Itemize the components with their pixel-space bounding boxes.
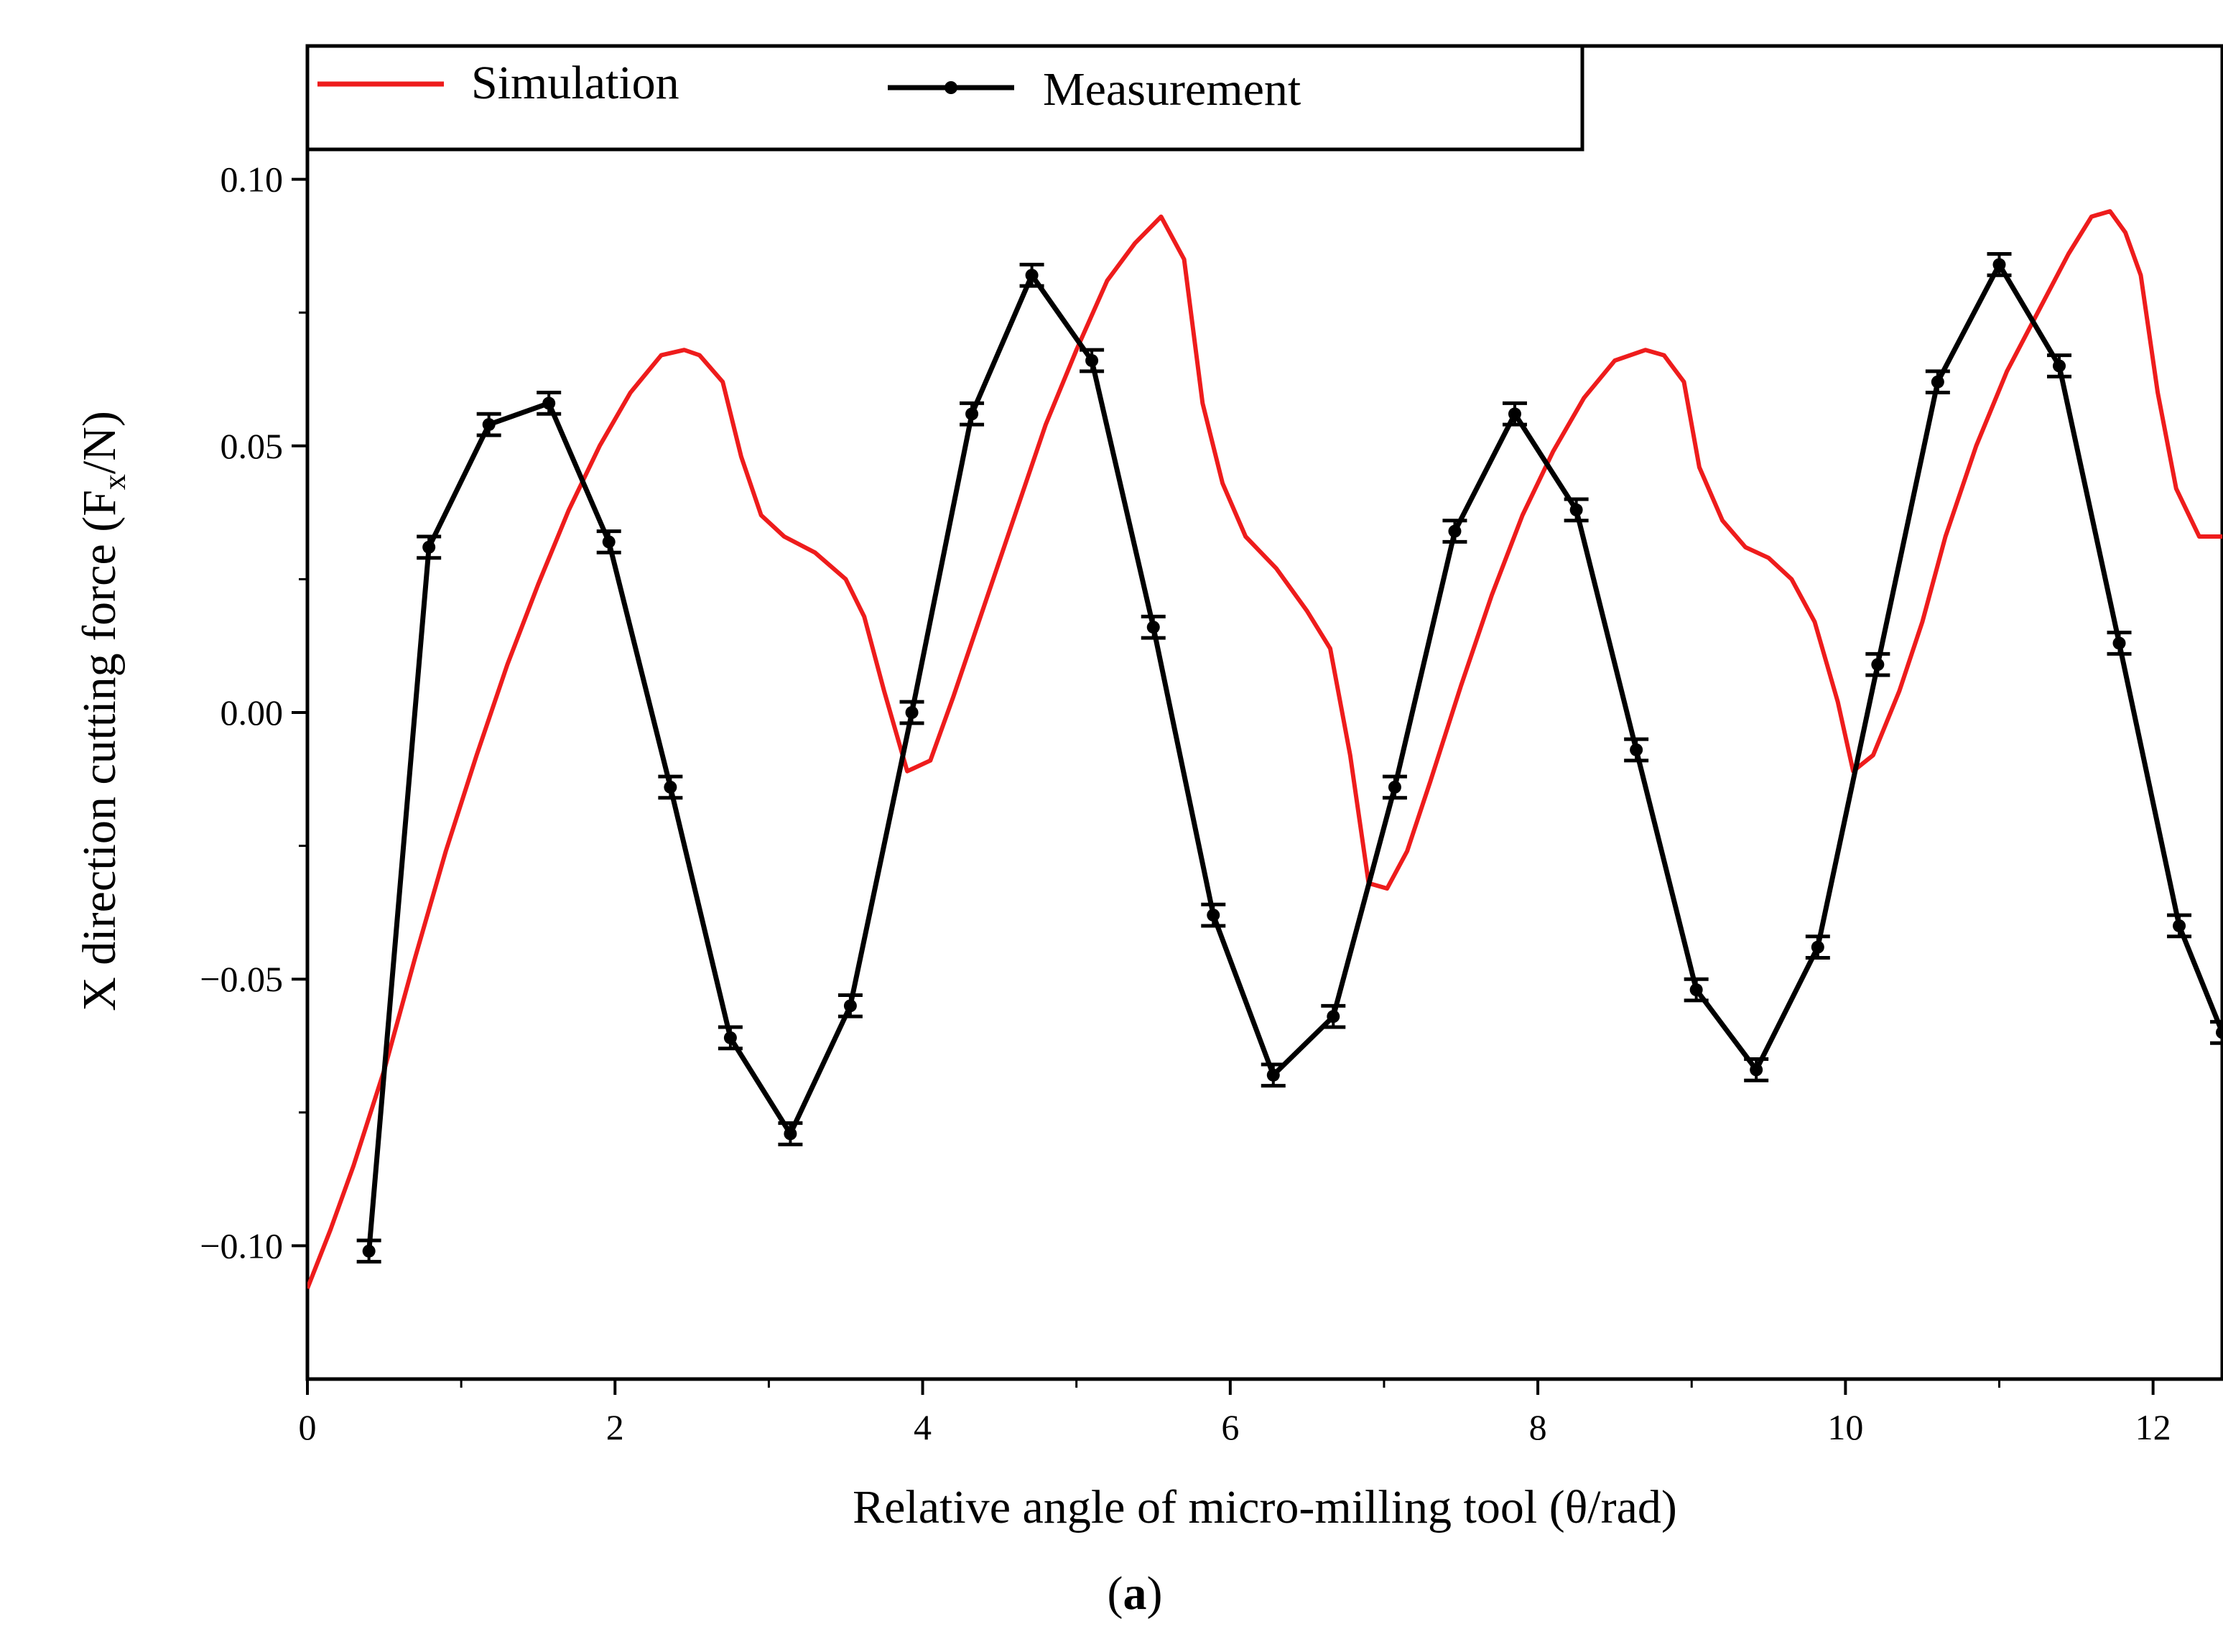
- y-axis-title: X direction cutting force (Fx/N): [73, 411, 132, 1011]
- measurement-point-19: [1502, 401, 1527, 427]
- measurement-marker: [1630, 743, 1643, 756]
- x-tick-label-3: 6: [1221, 1407, 1239, 1447]
- y-tick-label-1: −0.05: [200, 959, 283, 999]
- measurement-point-23: [1744, 1057, 1769, 1082]
- measurement-point-4: [596, 529, 621, 554]
- x-tick-label-4: 8: [1529, 1407, 1547, 1447]
- measurement-point-20: [1564, 497, 1589, 523]
- measurement-marker: [1931, 375, 1944, 389]
- measurement-marker: [362, 1244, 376, 1258]
- y-axis-title-prefix: X direction cutting force (F: [73, 490, 126, 1011]
- figure-caption: (a): [1108, 1567, 1163, 1620]
- y-tick-label-3: 0.05: [221, 426, 284, 466]
- measurement-point-14: [1201, 902, 1226, 928]
- x-axis: 0 2 4 6 8 10 12: [299, 1379, 2171, 1447]
- measurement-point-21: [1624, 737, 1649, 763]
- measurement-point-12: [1080, 348, 1105, 373]
- measurement-marker: [1689, 983, 1703, 997]
- caption-close: ): [1147, 1567, 1163, 1620]
- measurement-point-28: [2047, 353, 2072, 379]
- measurement-marker: [542, 396, 556, 410]
- measurement-marker: [1327, 1010, 1340, 1024]
- measurement-point-13: [1141, 614, 1166, 640]
- caption-open: (: [1108, 1567, 1123, 1620]
- plot-area: [305, 44, 2223, 1381]
- measurement-marker: [482, 418, 496, 432]
- measurement-marker: [1388, 780, 1401, 794]
- measurement-point-6: [718, 1025, 743, 1051]
- x-tick-label-0: 0: [299, 1407, 317, 1447]
- measurement-marker: [2216, 1026, 2222, 1039]
- measurement-point-18: [1442, 519, 1467, 544]
- y-tick-label-2: 0.00: [221, 692, 284, 733]
- measurement-point-26: [1925, 369, 1950, 395]
- series-layer: [307, 209, 2222, 1289]
- measurement-marker: [1508, 407, 1521, 421]
- measurement-marker: [2173, 919, 2186, 932]
- measurement-point-15: [1261, 1062, 1286, 1088]
- measurement-marker: [1569, 503, 1583, 516]
- measurement-point-25: [1865, 651, 1890, 677]
- y-tick-label-4: 0.10: [221, 159, 284, 200]
- measurement-marker: [602, 535, 616, 549]
- measurement-point-27: [1987, 252, 2012, 277]
- measurement-marker: [2053, 359, 2066, 373]
- measurement-point-9: [899, 700, 924, 725]
- measurement-point-8: [837, 993, 863, 1018]
- x-tick-label-2: 4: [914, 1407, 932, 1447]
- measurement-point-11: [1019, 262, 1044, 288]
- y-axis: −0.10 −0.05 0.00 0.05 0.10: [200, 159, 307, 1266]
- measurement-point-0: [356, 1238, 381, 1264]
- measurement-marker: [422, 540, 436, 554]
- measurement-marker: [1871, 658, 1885, 672]
- x-axis-title: Relative angle of micro-milling tool (θ/…: [853, 1481, 1677, 1533]
- x-tick-label-1: 2: [606, 1407, 624, 1447]
- measurement-point-31: [2210, 1020, 2222, 1045]
- measurement-point-17: [1382, 774, 1407, 800]
- measurement-point-22: [1684, 977, 1709, 1003]
- measurement-marker: [1266, 1068, 1280, 1082]
- measurement-point-5: [658, 774, 683, 800]
- measurement-marker: [2112, 636, 2126, 650]
- measurement-marker: [664, 780, 677, 794]
- measurement-marker: [723, 1031, 737, 1044]
- measurement-point-30: [2167, 913, 2192, 939]
- legend-label-measurement: Measurement: [1043, 63, 1301, 116]
- series-line-measurement: [366, 261, 2222, 1252]
- y-tick-label-0: −0.10: [200, 1225, 283, 1266]
- legend: Simulation Measurement: [305, 44, 1584, 152]
- measurement-marker: [965, 407, 979, 421]
- measurement-point-2: [476, 412, 501, 437]
- measurement-marker: [843, 999, 857, 1013]
- series-line-simulation: [307, 209, 2222, 1289]
- measurement-point-29: [2107, 631, 2132, 656]
- y-axis-title-suffix: /N): [73, 411, 126, 474]
- measurement-point-7: [778, 1121, 803, 1146]
- measurement-point-10: [960, 401, 985, 427]
- measurement-marker: [1750, 1063, 1763, 1077]
- x-tick-label-5: 10: [1827, 1407, 1863, 1447]
- legend-box: [305, 44, 1584, 152]
- measurement-marker: [1085, 354, 1099, 368]
- measurement-marker: [1448, 524, 1462, 538]
- measurement-marker: [784, 1127, 797, 1141]
- legend-label-simulation: Simulation: [471, 57, 679, 109]
- measurement-marker: [1992, 258, 2006, 272]
- measurement-point-16: [1321, 1003, 1346, 1029]
- y-axis-title-subscript: x: [97, 474, 132, 490]
- x-tick-label-6: 12: [2135, 1407, 2171, 1447]
- measurement-marker: [1025, 269, 1039, 282]
- legend-marker-measurement: [945, 81, 957, 94]
- caption-letter: a: [1123, 1567, 1147, 1620]
- measurement-point-24: [1805, 934, 1830, 960]
- measurement-point-1: [417, 534, 442, 560]
- measurement-marker: [1207, 909, 1220, 922]
- measurement-marker: [1811, 940, 1824, 954]
- measurement-marker: [905, 706, 919, 719]
- measurement-point-3: [537, 391, 562, 416]
- measurement-marker: [1146, 621, 1160, 634]
